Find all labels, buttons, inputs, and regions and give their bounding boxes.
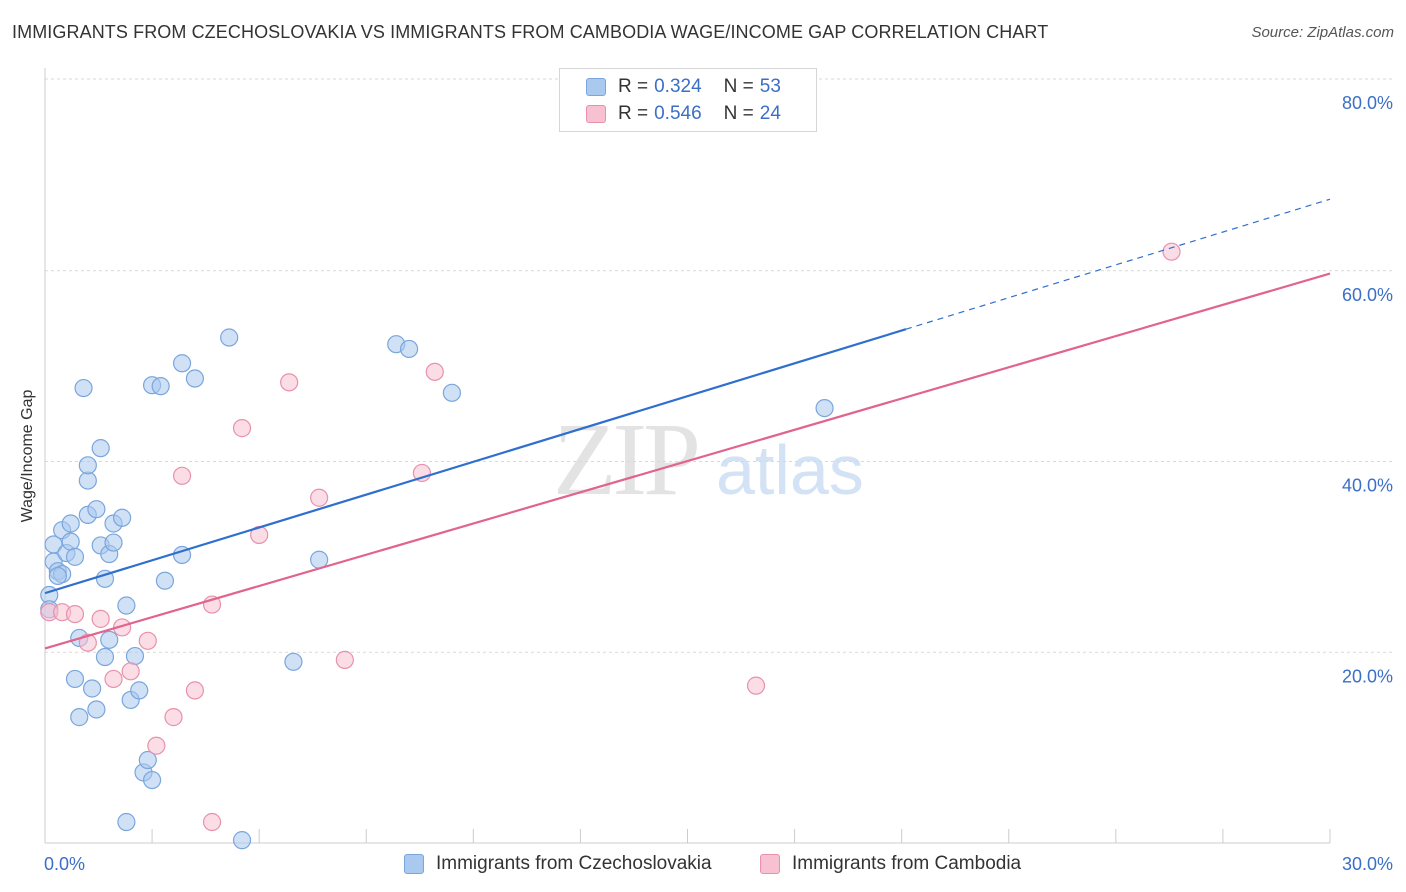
legend-swatch-czechoslovakia	[586, 78, 606, 96]
legend-row-czechoslovakia: R = 0.324 N = 53	[586, 75, 781, 99]
series-label-czechoslovakia: Immigrants from Czechoslovakia	[436, 853, 712, 874]
trend-line-czechoslovakia-projection	[905, 198, 1331, 330]
series-swatch-cambodia	[760, 854, 780, 874]
point-czechoslovakia	[232, 831, 252, 850]
point-cambodia	[164, 708, 183, 727]
point-czechoslovakia	[61, 514, 80, 533]
point-czechoslovakia	[284, 652, 303, 671]
x-tick-label: 0.0%	[44, 854, 85, 874]
watermark-zip: ZIP	[553, 402, 701, 517]
point-czechoslovakia	[100, 630, 119, 649]
legend-r-label: R =	[618, 103, 649, 124]
point-czechoslovakia	[138, 750, 157, 770]
legend-r-value: 0.324	[654, 76, 702, 97]
source-credit: Source: ZipAtlas.com	[1251, 24, 1394, 41]
point-cambodia	[185, 681, 205, 700]
point-czechoslovakia	[48, 566, 67, 586]
trend-line-czechoslovakia	[44, 328, 907, 595]
point-cambodia	[104, 669, 123, 689]
y-tick-label: 80.0%	[1342, 93, 1393, 113]
y-tick-label: 60.0%	[1342, 285, 1393, 305]
series-label-cambodia: Immigrants from Cambodia	[792, 853, 1022, 874]
point-czechoslovakia	[87, 500, 106, 519]
point-cambodia	[310, 488, 329, 507]
point-czechoslovakia	[65, 669, 85, 689]
tick-labels: 20.0% 40.0% 60.0% 80.0% 0.0% 30.0%	[44, 93, 1393, 874]
point-cambodia	[78, 633, 97, 652]
legend-n-label: N =	[723, 76, 754, 97]
legend-r-label: R =	[618, 76, 649, 97]
trend-lines	[44, 198, 1331, 650]
legend-row-cambodia: R = 0.546 N = 24	[586, 102, 781, 126]
trend-line-cambodia	[44, 272, 1331, 650]
point-czechoslovakia	[151, 377, 170, 396]
point-cambodia	[202, 812, 222, 832]
point-cambodia	[335, 650, 354, 669]
chart-title: IMMIGRANTS FROM CZECHOSLOVAKIA VS IMMIGR…	[12, 22, 1049, 42]
legend-n-value: 24	[759, 103, 781, 124]
legend-n-label: N =	[723, 103, 754, 124]
series-legend-czechoslovakia: Immigrants from Czechoslovakia	[404, 851, 712, 877]
point-czechoslovakia	[220, 328, 239, 347]
point-czechoslovakia	[91, 439, 110, 458]
point-czechoslovakia	[399, 339, 419, 359]
legend-swatch-cambodia	[586, 105, 606, 123]
series-swatch-czechoslovakia	[404, 854, 424, 874]
point-czechoslovakia	[172, 354, 192, 373]
legend-n-value: 53	[759, 76, 781, 97]
point-cambodia	[425, 362, 444, 381]
watermark-atlas: atlas	[716, 431, 864, 509]
data-points	[40, 242, 1181, 850]
point-czechoslovakia	[117, 812, 136, 832]
point-czechoslovakia	[125, 646, 145, 666]
x-tick-label: 30.0%	[1342, 854, 1393, 874]
point-czechoslovakia	[70, 708, 89, 727]
point-cambodia	[232, 419, 252, 438]
point-czechoslovakia	[78, 471, 97, 490]
point-czechoslovakia	[185, 369, 205, 388]
y-tick-label: 40.0%	[1342, 476, 1393, 496]
point-czechoslovakia	[83, 679, 102, 698]
point-cambodia	[1162, 242, 1181, 261]
point-cambodia	[138, 631, 157, 650]
point-czechoslovakia	[87, 700, 106, 719]
correlation-legend: R = 0.324 N = 53 R = 0.546 N = 24	[559, 68, 817, 132]
point-cambodia	[746, 676, 766, 695]
point-cambodia	[172, 466, 192, 485]
point-czechoslovakia	[112, 508, 132, 527]
grid-lines	[45, 78, 1393, 653]
point-czechoslovakia	[117, 596, 136, 615]
point-czechoslovakia	[815, 398, 834, 418]
point-cambodia	[65, 604, 85, 624]
point-czechoslovakia	[61, 532, 80, 551]
point-czechoslovakia	[130, 681, 149, 700]
point-czechoslovakia	[442, 383, 462, 402]
point-czechoslovakia	[65, 547, 85, 566]
legend-r-value: 0.546	[654, 103, 702, 124]
point-cambodia	[91, 609, 110, 628]
series-legend-cambodia: Immigrants from Cambodia	[760, 851, 1021, 877]
point-czechoslovakia	[155, 571, 175, 590]
point-czechoslovakia	[74, 378, 93, 398]
point-czechoslovakia	[142, 770, 162, 790]
point-cambodia	[121, 662, 140, 681]
point-czechoslovakia	[95, 647, 115, 667]
point-czechoslovakia	[104, 533, 123, 552]
point-cambodia	[280, 373, 299, 392]
point-czechoslovakia	[78, 456, 97, 475]
point-cambodia	[147, 736, 166, 755]
axes	[44, 68, 1331, 844]
y-tick-label: 20.0%	[1342, 666, 1393, 686]
